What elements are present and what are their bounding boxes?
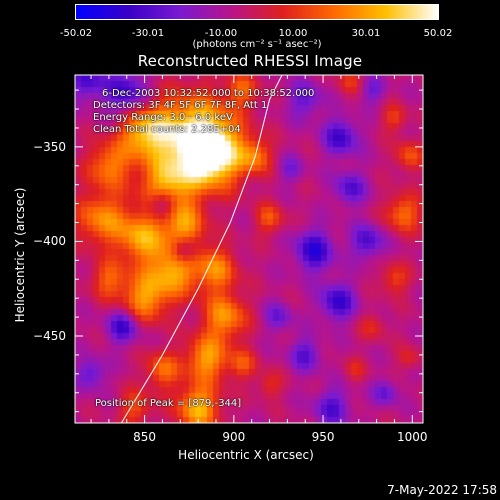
- chart-title: Reconstructed RHESSI Image: [137, 52, 363, 70]
- y-tick-label: −350: [33, 139, 66, 154]
- x-tick-label: 900: [222, 430, 246, 444]
- axis-tick-marks: [75, 75, 423, 423]
- colorbar-tick-label: -30.01: [131, 28, 165, 39]
- colorbar-frame: [75, 4, 439, 20]
- colorbar-tick-label: -10.00: [204, 28, 238, 39]
- colorbar-tick-label: 10.00: [278, 28, 308, 39]
- x-tick-label: 850: [133, 430, 157, 444]
- time-range-text: 6-Dec-2003 10:32:52.000 to 10:38:52.000: [102, 88, 315, 99]
- x-tick-label: 1000: [397, 430, 428, 444]
- detectors-text: Detectors: 3F 4F 5F 6F 7F 8F, Att 1: [93, 100, 268, 111]
- peak-position-text: Position of Peak = [879,-344]: [95, 398, 242, 409]
- y-axis-label: Heliocentric Y (arcsec): [13, 187, 27, 323]
- total-counts-text: Clean Total counts: 2.28E+04: [93, 124, 241, 135]
- colorbar-tick-label: 50.02: [423, 28, 453, 39]
- x-tick-label: 950: [311, 430, 335, 444]
- y-tick-label: −450: [33, 329, 66, 343]
- colorbar-gradient: [76, 5, 438, 19]
- solar-limb-line: [120, 74, 283, 424]
- y-tick-label: −400: [33, 234, 66, 249]
- timestamp-text: 7-May-2022 17:58: [387, 483, 497, 497]
- plot-frame: [74, 74, 424, 424]
- x-axis-label: Heliocentric X (arcsec): [178, 448, 314, 462]
- heatmap-image: [75, 75, 423, 423]
- colorbar-unit-label: (photons cm⁻² s⁻¹ asec⁻²): [192, 39, 322, 50]
- colorbar-tick-label: -50.02: [59, 28, 93, 39]
- colorbar-tick-label: 30.01: [351, 28, 381, 39]
- energy-range-text: Energy Range: 3.0 - 6.0 keV: [93, 112, 233, 123]
